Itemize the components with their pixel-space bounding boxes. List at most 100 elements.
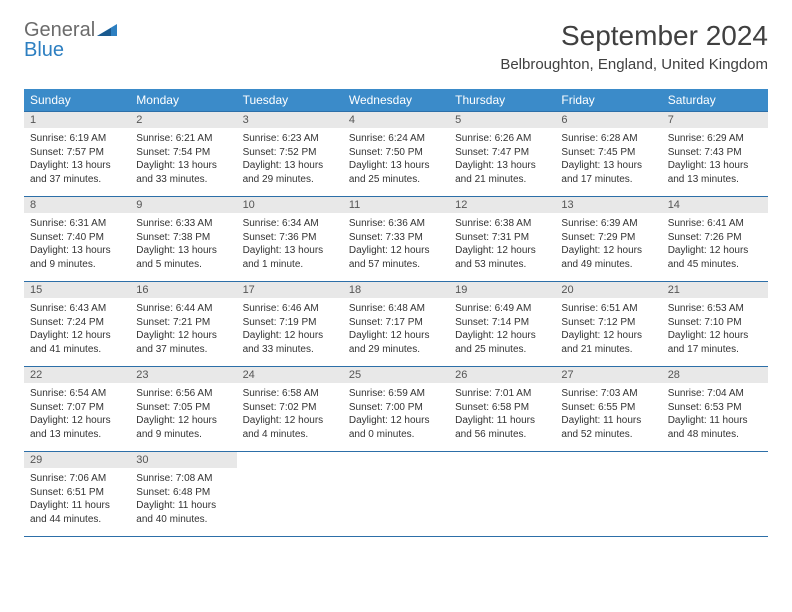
calendar-cell: 20Sunrise: 6:51 AMSunset: 7:12 PMDayligh… [555,282,661,367]
day-number: 24 [237,367,343,383]
calendar-cell: 29Sunrise: 7:06 AMSunset: 6:51 PMDayligh… [24,452,130,537]
calendar-cell: 16Sunrise: 6:44 AMSunset: 7:21 PMDayligh… [130,282,236,367]
sunset-text: Sunset: 6:55 PM [561,401,655,415]
sunrise-text: Sunrise: 6:46 AM [243,302,337,316]
sunrise-text: Sunrise: 6:41 AM [668,217,762,231]
day-details: Sunrise: 6:54 AMSunset: 7:07 PMDaylight:… [24,383,130,451]
calendar-cell: 28Sunrise: 7:04 AMSunset: 6:53 PMDayligh… [662,367,768,452]
day-details: Sunrise: 6:19 AMSunset: 7:57 PMDaylight:… [24,128,130,196]
sunrise-text: Sunrise: 7:04 AM [668,387,762,401]
logo: General Blue [24,20,117,60]
daylight-text: Daylight: 13 hours and 1 minute. [243,244,337,271]
weekday-mon: Monday [130,89,236,112]
calendar-cell: 25Sunrise: 6:59 AMSunset: 7:00 PMDayligh… [343,367,449,452]
calendar-cell: 5Sunrise: 6:26 AMSunset: 7:47 PMDaylight… [449,112,555,197]
calendar-cell-empty [449,452,555,537]
sunset-text: Sunset: 7:26 PM [668,231,762,245]
day-number: 28 [662,367,768,383]
calendar-cell: 4Sunrise: 6:24 AMSunset: 7:50 PMDaylight… [343,112,449,197]
day-details [237,468,343,526]
day-number: 17 [237,282,343,298]
sunset-text: Sunset: 7:05 PM [136,401,230,415]
sunset-text: Sunset: 7:47 PM [455,146,549,160]
day-number: 7 [662,112,768,128]
day-number: 1 [24,112,130,128]
calendar-row: 8Sunrise: 6:31 AMSunset: 7:40 PMDaylight… [24,197,768,282]
daylight-text: Daylight: 12 hours and 41 minutes. [30,329,124,356]
day-number: 27 [555,367,661,383]
day-details: Sunrise: 6:48 AMSunset: 7:17 PMDaylight:… [343,298,449,366]
sunset-text: Sunset: 7:36 PM [243,231,337,245]
day-number: 10 [237,197,343,213]
sunset-text: Sunset: 7:17 PM [349,316,443,330]
day-number: 4 [343,112,449,128]
calendar-cell: 30Sunrise: 7:08 AMSunset: 6:48 PMDayligh… [130,452,236,537]
sunrise-text: Sunrise: 6:33 AM [136,217,230,231]
day-details: Sunrise: 6:26 AMSunset: 7:47 PMDaylight:… [449,128,555,196]
day-number: 21 [662,282,768,298]
day-number: 12 [449,197,555,213]
day-number: 23 [130,367,236,383]
daylight-text: Daylight: 11 hours and 44 minutes. [30,499,124,526]
sunrise-text: Sunrise: 6:31 AM [30,217,124,231]
daylight-text: Daylight: 13 hours and 9 minutes. [30,244,124,271]
day-details: Sunrise: 6:29 AMSunset: 7:43 PMDaylight:… [662,128,768,196]
sunset-text: Sunset: 7:00 PM [349,401,443,415]
calendar-cell: 2Sunrise: 6:21 AMSunset: 7:54 PMDaylight… [130,112,236,197]
day-details: Sunrise: 7:01 AMSunset: 6:58 PMDaylight:… [449,383,555,451]
day-number: 8 [24,197,130,213]
calendar-cell: 19Sunrise: 6:49 AMSunset: 7:14 PMDayligh… [449,282,555,367]
daylight-text: Daylight: 11 hours and 52 minutes. [561,414,655,441]
daylight-text: Daylight: 12 hours and 9 minutes. [136,414,230,441]
day-details: Sunrise: 6:34 AMSunset: 7:36 PMDaylight:… [237,213,343,281]
day-details: Sunrise: 6:56 AMSunset: 7:05 PMDaylight:… [130,383,236,451]
sunrise-text: Sunrise: 6:28 AM [561,132,655,146]
sunrise-text: Sunrise: 6:19 AM [30,132,124,146]
day-details: Sunrise: 6:41 AMSunset: 7:26 PMDaylight:… [662,213,768,281]
day-details: Sunrise: 7:06 AMSunset: 6:51 PMDaylight:… [24,468,130,536]
day-details: Sunrise: 6:38 AMSunset: 7:31 PMDaylight:… [449,213,555,281]
sunrise-text: Sunrise: 6:34 AM [243,217,337,231]
day-number: 9 [130,197,236,213]
calendar-cell: 10Sunrise: 6:34 AMSunset: 7:36 PMDayligh… [237,197,343,282]
day-details: Sunrise: 6:21 AMSunset: 7:54 PMDaylight:… [130,128,236,196]
sunrise-text: Sunrise: 6:24 AM [349,132,443,146]
calendar-cell: 18Sunrise: 6:48 AMSunset: 7:17 PMDayligh… [343,282,449,367]
sunrise-text: Sunrise: 6:54 AM [30,387,124,401]
day-number [449,452,555,468]
logo-text-block: General Blue [24,20,117,60]
sunrise-text: Sunrise: 6:39 AM [561,217,655,231]
sunset-text: Sunset: 7:02 PM [243,401,337,415]
daylight-text: Daylight: 13 hours and 33 minutes. [136,159,230,186]
calendar-cell: 24Sunrise: 6:58 AMSunset: 7:02 PMDayligh… [237,367,343,452]
sunrise-text: Sunrise: 7:06 AM [30,472,124,486]
daylight-text: Daylight: 11 hours and 48 minutes. [668,414,762,441]
sunrise-text: Sunrise: 6:29 AM [668,132,762,146]
sunset-text: Sunset: 7:38 PM [136,231,230,245]
calendar-cell: 17Sunrise: 6:46 AMSunset: 7:19 PMDayligh… [237,282,343,367]
calendar-cell: 23Sunrise: 6:56 AMSunset: 7:05 PMDayligh… [130,367,236,452]
sunset-text: Sunset: 7:19 PM [243,316,337,330]
calendar-cell: 27Sunrise: 7:03 AMSunset: 6:55 PMDayligh… [555,367,661,452]
month-title: September 2024 [500,20,768,52]
day-number: 20 [555,282,661,298]
calendar-cell: 15Sunrise: 6:43 AMSunset: 7:24 PMDayligh… [24,282,130,367]
day-details: Sunrise: 6:58 AMSunset: 7:02 PMDaylight:… [237,383,343,451]
day-details [555,468,661,526]
sunset-text: Sunset: 6:48 PM [136,486,230,500]
calendar-table: Sunday Monday Tuesday Wednesday Thursday… [24,89,768,537]
sunset-text: Sunset: 7:12 PM [561,316,655,330]
day-number: 26 [449,367,555,383]
logo-triangle-icon [97,20,117,40]
calendar-cell-empty [237,452,343,537]
calendar-cell-empty [555,452,661,537]
sunrise-text: Sunrise: 6:51 AM [561,302,655,316]
day-number: 16 [130,282,236,298]
day-details: Sunrise: 6:36 AMSunset: 7:33 PMDaylight:… [343,213,449,281]
daylight-text: Daylight: 12 hours and 17 minutes. [668,329,762,356]
day-details: Sunrise: 6:51 AMSunset: 7:12 PMDaylight:… [555,298,661,366]
daylight-text: Daylight: 11 hours and 56 minutes. [455,414,549,441]
calendar-cell: 11Sunrise: 6:36 AMSunset: 7:33 PMDayligh… [343,197,449,282]
daylight-text: Daylight: 12 hours and 53 minutes. [455,244,549,271]
day-details: Sunrise: 6:23 AMSunset: 7:52 PMDaylight:… [237,128,343,196]
